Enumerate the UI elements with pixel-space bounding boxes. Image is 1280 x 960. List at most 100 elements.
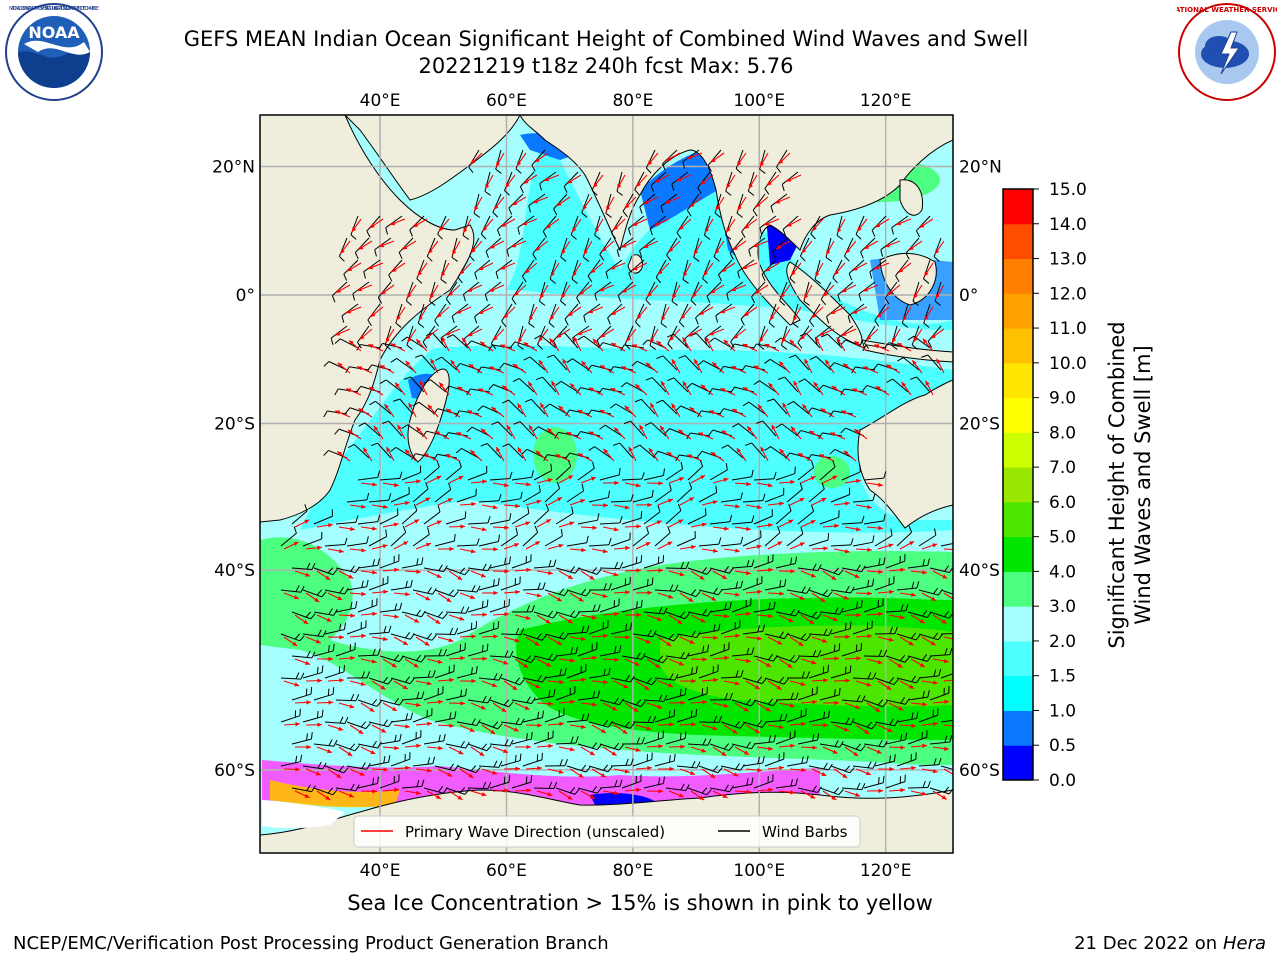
wind-barb [665, 503, 682, 525]
wave-arrow [335, 410, 351, 418]
wave-arrow [591, 679, 608, 685]
wind-barb [412, 401, 436, 415]
wave-arrow [856, 218, 868, 233]
wave-arrow [778, 614, 794, 623]
wave-arrow [599, 409, 615, 418]
wind-barb [929, 735, 953, 745]
wind-barb [731, 647, 755, 657]
wind-barb [732, 423, 755, 437]
wave-arrow [665, 152, 681, 162]
wave-arrow [338, 702, 355, 709]
wind-barb [610, 674, 635, 683]
wind-barb [852, 620, 873, 635]
wind-barb [896, 632, 921, 641]
wind-barb [777, 376, 799, 393]
wave-arrow [734, 526, 751, 531]
wave-arrow [305, 636, 322, 644]
wind-barb [534, 334, 557, 349]
wave-arrow [811, 592, 826, 603]
wind-barb [731, 698, 756, 707]
wind-barb [819, 643, 841, 657]
wave-arrow [514, 658, 529, 669]
wind-barb [775, 778, 798, 789]
wind-barb [632, 577, 654, 591]
wave-arrow [899, 592, 916, 597]
wind-barb [775, 466, 796, 481]
wind-barb [553, 193, 568, 216]
wave-arrow [316, 570, 331, 581]
wind-barb [335, 642, 356, 657]
wave-arrow [646, 568, 664, 573]
wind-barb [874, 626, 898, 635]
wave-arrow [790, 262, 802, 276]
wind-barb [456, 666, 478, 679]
wave-arrow [580, 746, 596, 756]
wind-barb [390, 752, 411, 767]
wind-barb [555, 646, 579, 657]
wave-arrow [932, 570, 948, 579]
wave-arrow [866, 569, 884, 574]
wind-barb [577, 786, 602, 794]
wind-barb [555, 380, 579, 393]
wave-arrow [492, 525, 510, 530]
wind-barb [331, 281, 348, 303]
wind-barb [678, 355, 700, 371]
wave-arrow [899, 540, 915, 550]
wave-arrow [712, 477, 729, 484]
wave-arrow [943, 679, 953, 682]
wave-arrow [780, 284, 791, 299]
wind-barb [841, 694, 866, 703]
wind-barb [280, 672, 305, 680]
wave-arrow [866, 482, 883, 487]
wind-barb [302, 589, 327, 598]
wave-arrow [936, 358, 945, 374]
wind-barb [368, 529, 388, 547]
wind-barb [808, 482, 825, 503]
wind-barb [830, 585, 855, 594]
wind-barb [291, 732, 313, 745]
wave-arrow [558, 405, 571, 418]
wave-arrow [591, 768, 607, 778]
wave-arrow [382, 482, 399, 488]
wave-arrow [734, 702, 749, 712]
wave-arrow [577, 452, 593, 462]
wave-arrow [734, 789, 752, 794]
colorbar: 0.00.51.01.52.03.04.05.06.07.08.09.010.0… [1002, 180, 1087, 791]
wave-arrow [470, 656, 488, 661]
wave-arrow [305, 592, 320, 603]
wave-arrow [346, 262, 362, 272]
wave-arrow [833, 501, 850, 506]
wave-arrow [587, 306, 604, 314]
wave-arrow [635, 765, 652, 771]
wave-arrow [896, 342, 912, 352]
wave-arrow [756, 482, 773, 488]
map-frame [259, 114, 954, 854]
wind-barb [907, 654, 932, 662]
wave-arrow [525, 680, 541, 689]
wave-arrow [635, 680, 650, 691]
wind-barb [764, 525, 781, 547]
wave-arrow [426, 614, 441, 625]
wave-arrow [602, 790, 619, 796]
wind-barb [390, 676, 415, 685]
wave-arrow [580, 655, 597, 661]
wave-arrow [569, 768, 584, 778]
wind-barb [852, 721, 877, 730]
wind-barb [610, 532, 631, 547]
wave-arrow [580, 702, 597, 707]
wave-arrow [767, 591, 785, 596]
colorbar-tick-label: 10.0 [1049, 354, 1087, 374]
wave-arrow [415, 497, 431, 506]
lat-ticks-left: 20°N0°20°S40°S60°S [212, 158, 255, 781]
wind-barb [485, 237, 502, 259]
land-india-asia [519, 115, 953, 326]
wind-barb [506, 237, 524, 257]
wind-barb [377, 281, 392, 304]
wind-barb [753, 509, 773, 525]
wind-barb [726, 281, 744, 301]
wind-barb [379, 697, 404, 706]
wave-arrow [624, 746, 641, 752]
wave-arrow [517, 446, 527, 462]
wind-barb [644, 422, 667, 437]
wave-arrow [668, 477, 685, 484]
